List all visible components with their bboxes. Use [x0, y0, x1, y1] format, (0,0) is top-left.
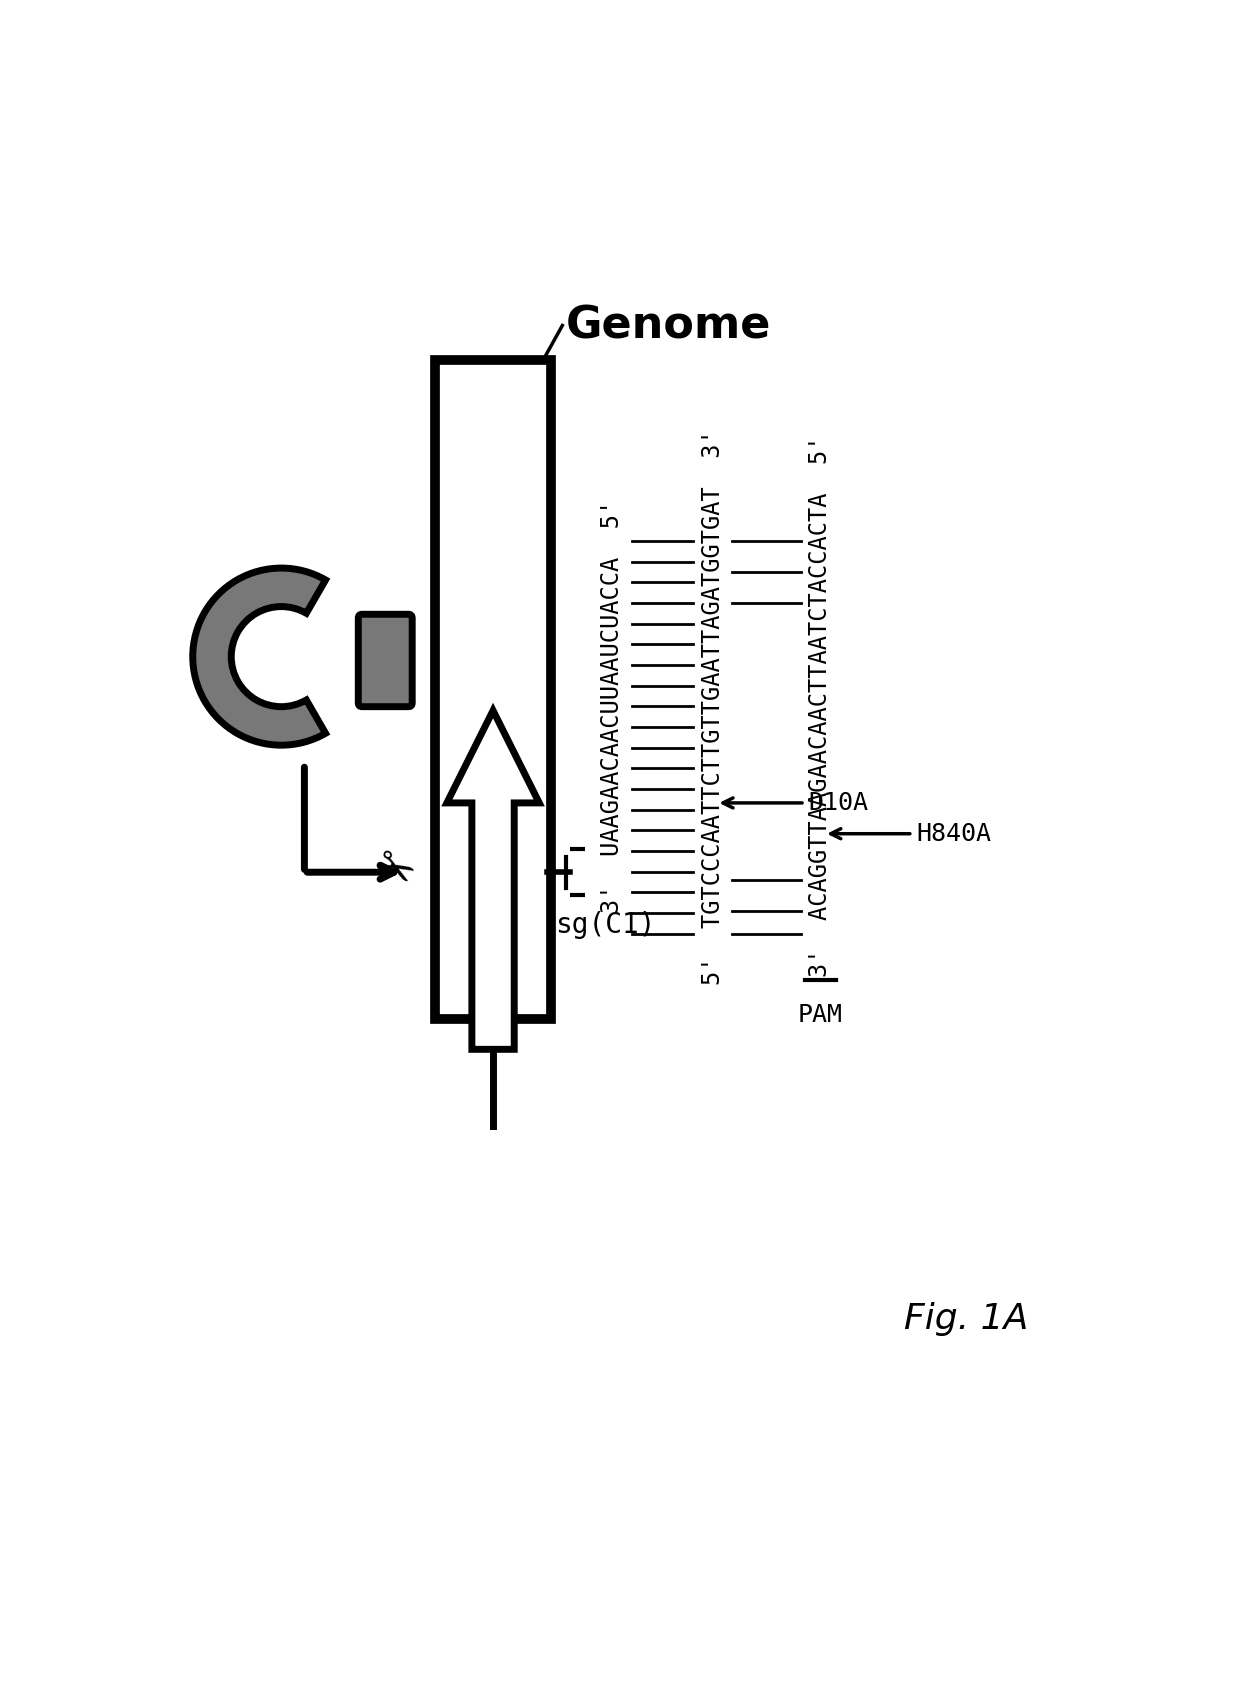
Text: PAM: PAM	[797, 1003, 843, 1027]
Wedge shape	[192, 568, 326, 745]
Text: Genome: Genome	[567, 303, 771, 347]
Text: H840A: H840A	[916, 821, 992, 846]
Bar	[435, 361, 551, 1018]
Text: sg(C1): sg(C1)	[554, 910, 655, 939]
FancyBboxPatch shape	[358, 614, 412, 706]
Text: 3'  ACAGGTTAAGAACAACTTAATCTACCACTA  5': 3' ACAGGTTAAGAACAACTTAATCTACCACTA 5'	[808, 437, 832, 978]
Text: ✂: ✂	[365, 843, 422, 902]
Text: D10A: D10A	[808, 791, 869, 814]
Text: 5'  TGTCCCAATTCTTGTTGAATTAGATGGTGAT  3': 5' TGTCCCAATTCTTGTTGAATTAGATGGTGAT 3'	[701, 428, 724, 985]
Polygon shape	[446, 710, 539, 1049]
Text: Fig. 1A: Fig. 1A	[904, 1302, 1029, 1335]
Text: 3'  UAAGAACAACUUAAUCUACCA  5': 3' UAAGAACAACUUAAUCUACCA 5'	[600, 501, 625, 914]
